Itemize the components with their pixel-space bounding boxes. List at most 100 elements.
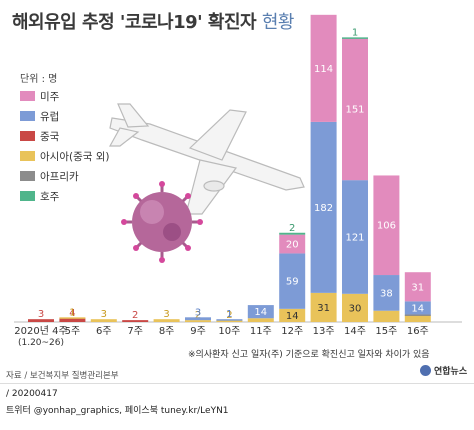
data-label-asia: 31 xyxy=(317,303,330,314)
unit-label: 단위 : 명 xyxy=(20,74,58,85)
legend-item-americas: 미주 xyxy=(20,86,110,106)
title-sub: 현황 xyxy=(261,12,295,33)
x-tick-label: 11주 xyxy=(250,326,272,337)
yonhap-logo: 연합뉴스 xyxy=(420,364,467,377)
bar-segment-europe xyxy=(342,180,368,294)
legend-swatch xyxy=(20,111,35,121)
social-credit: 트위터 @yonhap_graphics, 페이스북 tuney.kr/LeYN… xyxy=(6,406,229,416)
data-label-asia: 1 xyxy=(69,307,75,318)
data-label-europe: 14 xyxy=(411,303,424,314)
bars-group: 3413232321414145920231182114301211511123… xyxy=(28,14,431,322)
legend-item-africa: 아프리카 xyxy=(20,166,110,186)
data-label-europe: 1 xyxy=(226,309,232,320)
data-label-asia: 14 xyxy=(286,311,299,322)
data-label-europe: 59 xyxy=(286,277,299,288)
data-label-oceania: 1 xyxy=(352,27,358,38)
bar-segment-europe xyxy=(404,301,431,315)
data-label-europe: 38 xyxy=(380,288,393,299)
footnote: ※의사환자 신고 일자(주) 기준으로 확진신고 일자와 차이가 있음 xyxy=(188,350,430,360)
source-text: 자료 / 보건복지부 질병관리본부 xyxy=(6,371,119,381)
bar-segment-asia xyxy=(342,293,368,322)
airplane-icon xyxy=(108,103,305,215)
bar-segment-china xyxy=(28,319,54,322)
legend-item-china: 중국 xyxy=(20,126,110,146)
legend: 미주 유럽 중국 아시아(중국 외) 아프리카 호주 xyxy=(20,86,110,206)
bar-segment-americas xyxy=(279,234,306,254)
bar-segment-europe xyxy=(216,319,243,321)
x-tick-label: 16주 xyxy=(407,326,429,337)
bar-segment-africa xyxy=(404,314,431,316)
data-label-europe: 121 xyxy=(345,232,364,243)
chart-title: 해외유입 추정 '코로나19' 확진자 현황 xyxy=(12,8,295,34)
bar-segment-asia xyxy=(247,318,274,322)
bar-segment-asia xyxy=(59,317,86,319)
data-label-americas: 114 xyxy=(314,64,333,75)
legend-label: 호주 xyxy=(40,190,60,203)
legend-item-asia: 아시아(중국 외) xyxy=(20,146,110,166)
bar-segment-americas xyxy=(373,175,400,276)
x-tick-label: 5주 xyxy=(65,326,81,337)
data-label-europe: 14 xyxy=(254,307,267,318)
data-label-americas: 20 xyxy=(286,240,299,251)
legend-swatch xyxy=(20,91,35,101)
bar-segment-oceania xyxy=(279,232,306,235)
legend-label: 유럽 xyxy=(40,110,60,123)
legend-swatch xyxy=(20,151,35,161)
x-tick-label: 2020년 4주 xyxy=(14,325,67,337)
bar-segment-americas xyxy=(342,38,368,181)
x-tick-labels: 2020년 4주(1.20~26)5주 6주 7주 8주 9주 10주 11주 12주 13주 1… xyxy=(14,325,428,348)
legend-item-europe: 유럽 xyxy=(20,106,110,126)
bar-segment-americas xyxy=(404,272,431,302)
data-label-americas: 31 xyxy=(411,282,424,293)
bar-segment-asia xyxy=(90,319,117,322)
bar-segment-china xyxy=(59,318,86,322)
yonhap-logo-icon xyxy=(420,365,431,376)
data-label-china: 2 xyxy=(132,310,138,321)
x-tick-label: 13주 xyxy=(313,326,335,337)
bar-segment-europe xyxy=(247,305,274,319)
data-label-asia: 30 xyxy=(349,303,362,314)
data-label-asia: 2 xyxy=(226,310,232,321)
data-label-asia: 3 xyxy=(163,309,169,320)
bar-segment-asia xyxy=(373,310,400,322)
x-tick-label: 8주 xyxy=(159,326,175,337)
data-label-americas: 151 xyxy=(345,105,364,116)
data-label-oceania: 2 xyxy=(289,223,295,234)
footer-divider xyxy=(0,383,474,384)
legend-label: 아시아(중국 외) xyxy=(40,150,110,163)
legend-label: 미주 xyxy=(40,90,60,103)
data-label-asia: 2 xyxy=(195,310,201,321)
bar-segment-europe xyxy=(373,275,400,311)
logo-text: 연합뉴스 xyxy=(434,367,468,377)
bar-chart: 3413232321414145920231182114301211511123… xyxy=(14,14,462,348)
bar-segment-asia xyxy=(153,319,180,322)
data-label-china: 3 xyxy=(38,309,44,320)
legend-label: 중국 xyxy=(40,130,60,143)
legend-swatch xyxy=(20,171,35,181)
bar-segment-oceania xyxy=(342,37,368,39)
x-tick-label: (1.20~26) xyxy=(18,338,64,348)
virus-icon xyxy=(121,181,203,263)
title-main: 해외유입 추정 '코로나19' 확진자 xyxy=(12,12,257,33)
bar-segment-europe xyxy=(185,317,211,321)
x-tick-label: 6주 xyxy=(96,326,112,337)
bar-segment-europe xyxy=(279,253,306,309)
bar-segment-asia xyxy=(216,320,243,322)
bar-segment-asia xyxy=(279,308,306,322)
bar-segment-americas xyxy=(310,14,337,122)
x-tick-label: 7주 xyxy=(127,326,143,337)
legend-swatch xyxy=(20,131,35,141)
legend-label: 아프리카 xyxy=(40,170,79,183)
bar-segment-china xyxy=(122,320,149,322)
bar-segment-europe xyxy=(310,121,337,293)
publish-date: / 20200417 xyxy=(6,389,58,399)
data-label-asia: 3 xyxy=(101,309,107,320)
bar-segment-asia xyxy=(404,315,431,322)
legend-swatch xyxy=(20,191,35,201)
data-label-europe: 3 xyxy=(195,307,201,318)
legend-item-oceania: 호주 xyxy=(20,186,110,206)
data-label-europe: 182 xyxy=(314,203,333,214)
x-tick-label: 14주 xyxy=(344,326,366,337)
data-label-china: 4 xyxy=(69,308,75,319)
